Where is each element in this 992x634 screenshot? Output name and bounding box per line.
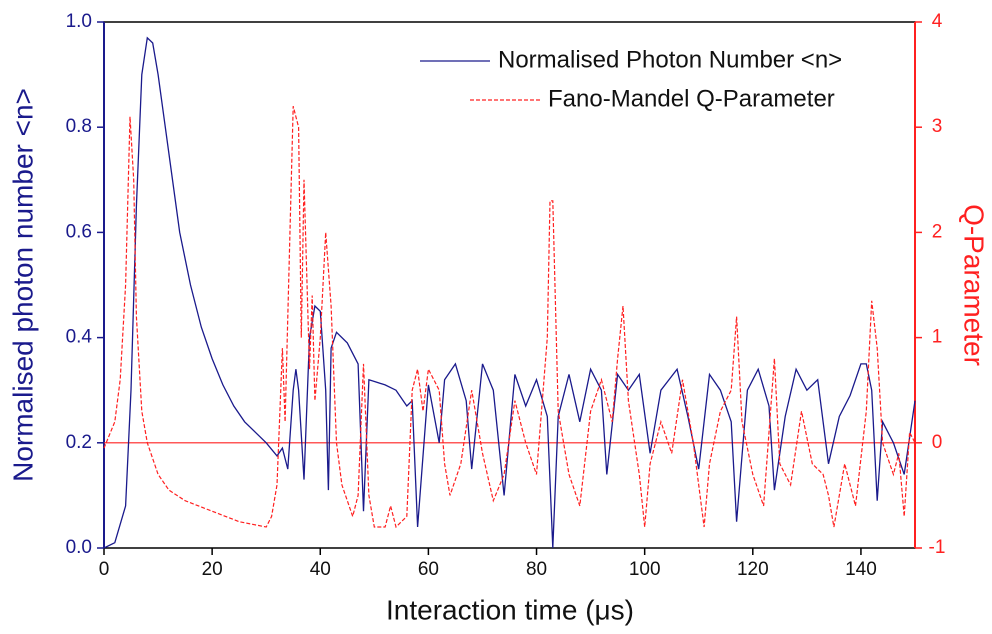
x-tick-label: 0 <box>99 559 110 580</box>
y2-tick-label: -1 <box>929 537 946 558</box>
y2-tick-label: 3 <box>932 116 943 137</box>
x-tick-label: 120 <box>737 559 769 580</box>
y2-tick-label: 2 <box>932 221 943 242</box>
series-line <box>103 36 916 549</box>
y2-axis-label: Q-Parameter <box>959 204 990 366</box>
y-tick-label: 0.0 <box>66 537 92 558</box>
x-tick-label: 20 <box>202 559 223 580</box>
y-tick-label: 0.2 <box>66 432 92 453</box>
x-tick-label: 100 <box>629 559 661 580</box>
x-tick-label: 60 <box>418 559 439 580</box>
x-tick-label: 80 <box>526 559 547 580</box>
y-tick-label: 1.0 <box>66 11 92 32</box>
x-tick-label: 140 <box>845 559 877 580</box>
y-axis-label: Normalised photon number <n> <box>7 88 38 482</box>
legend-label: Fano-Mandel Q-Parameter <box>548 85 835 112</box>
y2-tick-label: 0 <box>932 432 943 453</box>
y2-tick-label: 4 <box>932 11 943 32</box>
y-tick-label: 0.8 <box>66 116 92 137</box>
x-axis-label: Interaction time (μs) <box>386 594 634 625</box>
y-tick-label: 0.4 <box>66 327 93 348</box>
y2-tick-label: 1 <box>932 327 943 348</box>
legend-label: Normalised Photon Number <n> <box>498 46 842 73</box>
series-line <box>103 106 916 529</box>
x-tick-label: 40 <box>310 559 331 580</box>
y-tick-label: 0.6 <box>66 221 92 242</box>
